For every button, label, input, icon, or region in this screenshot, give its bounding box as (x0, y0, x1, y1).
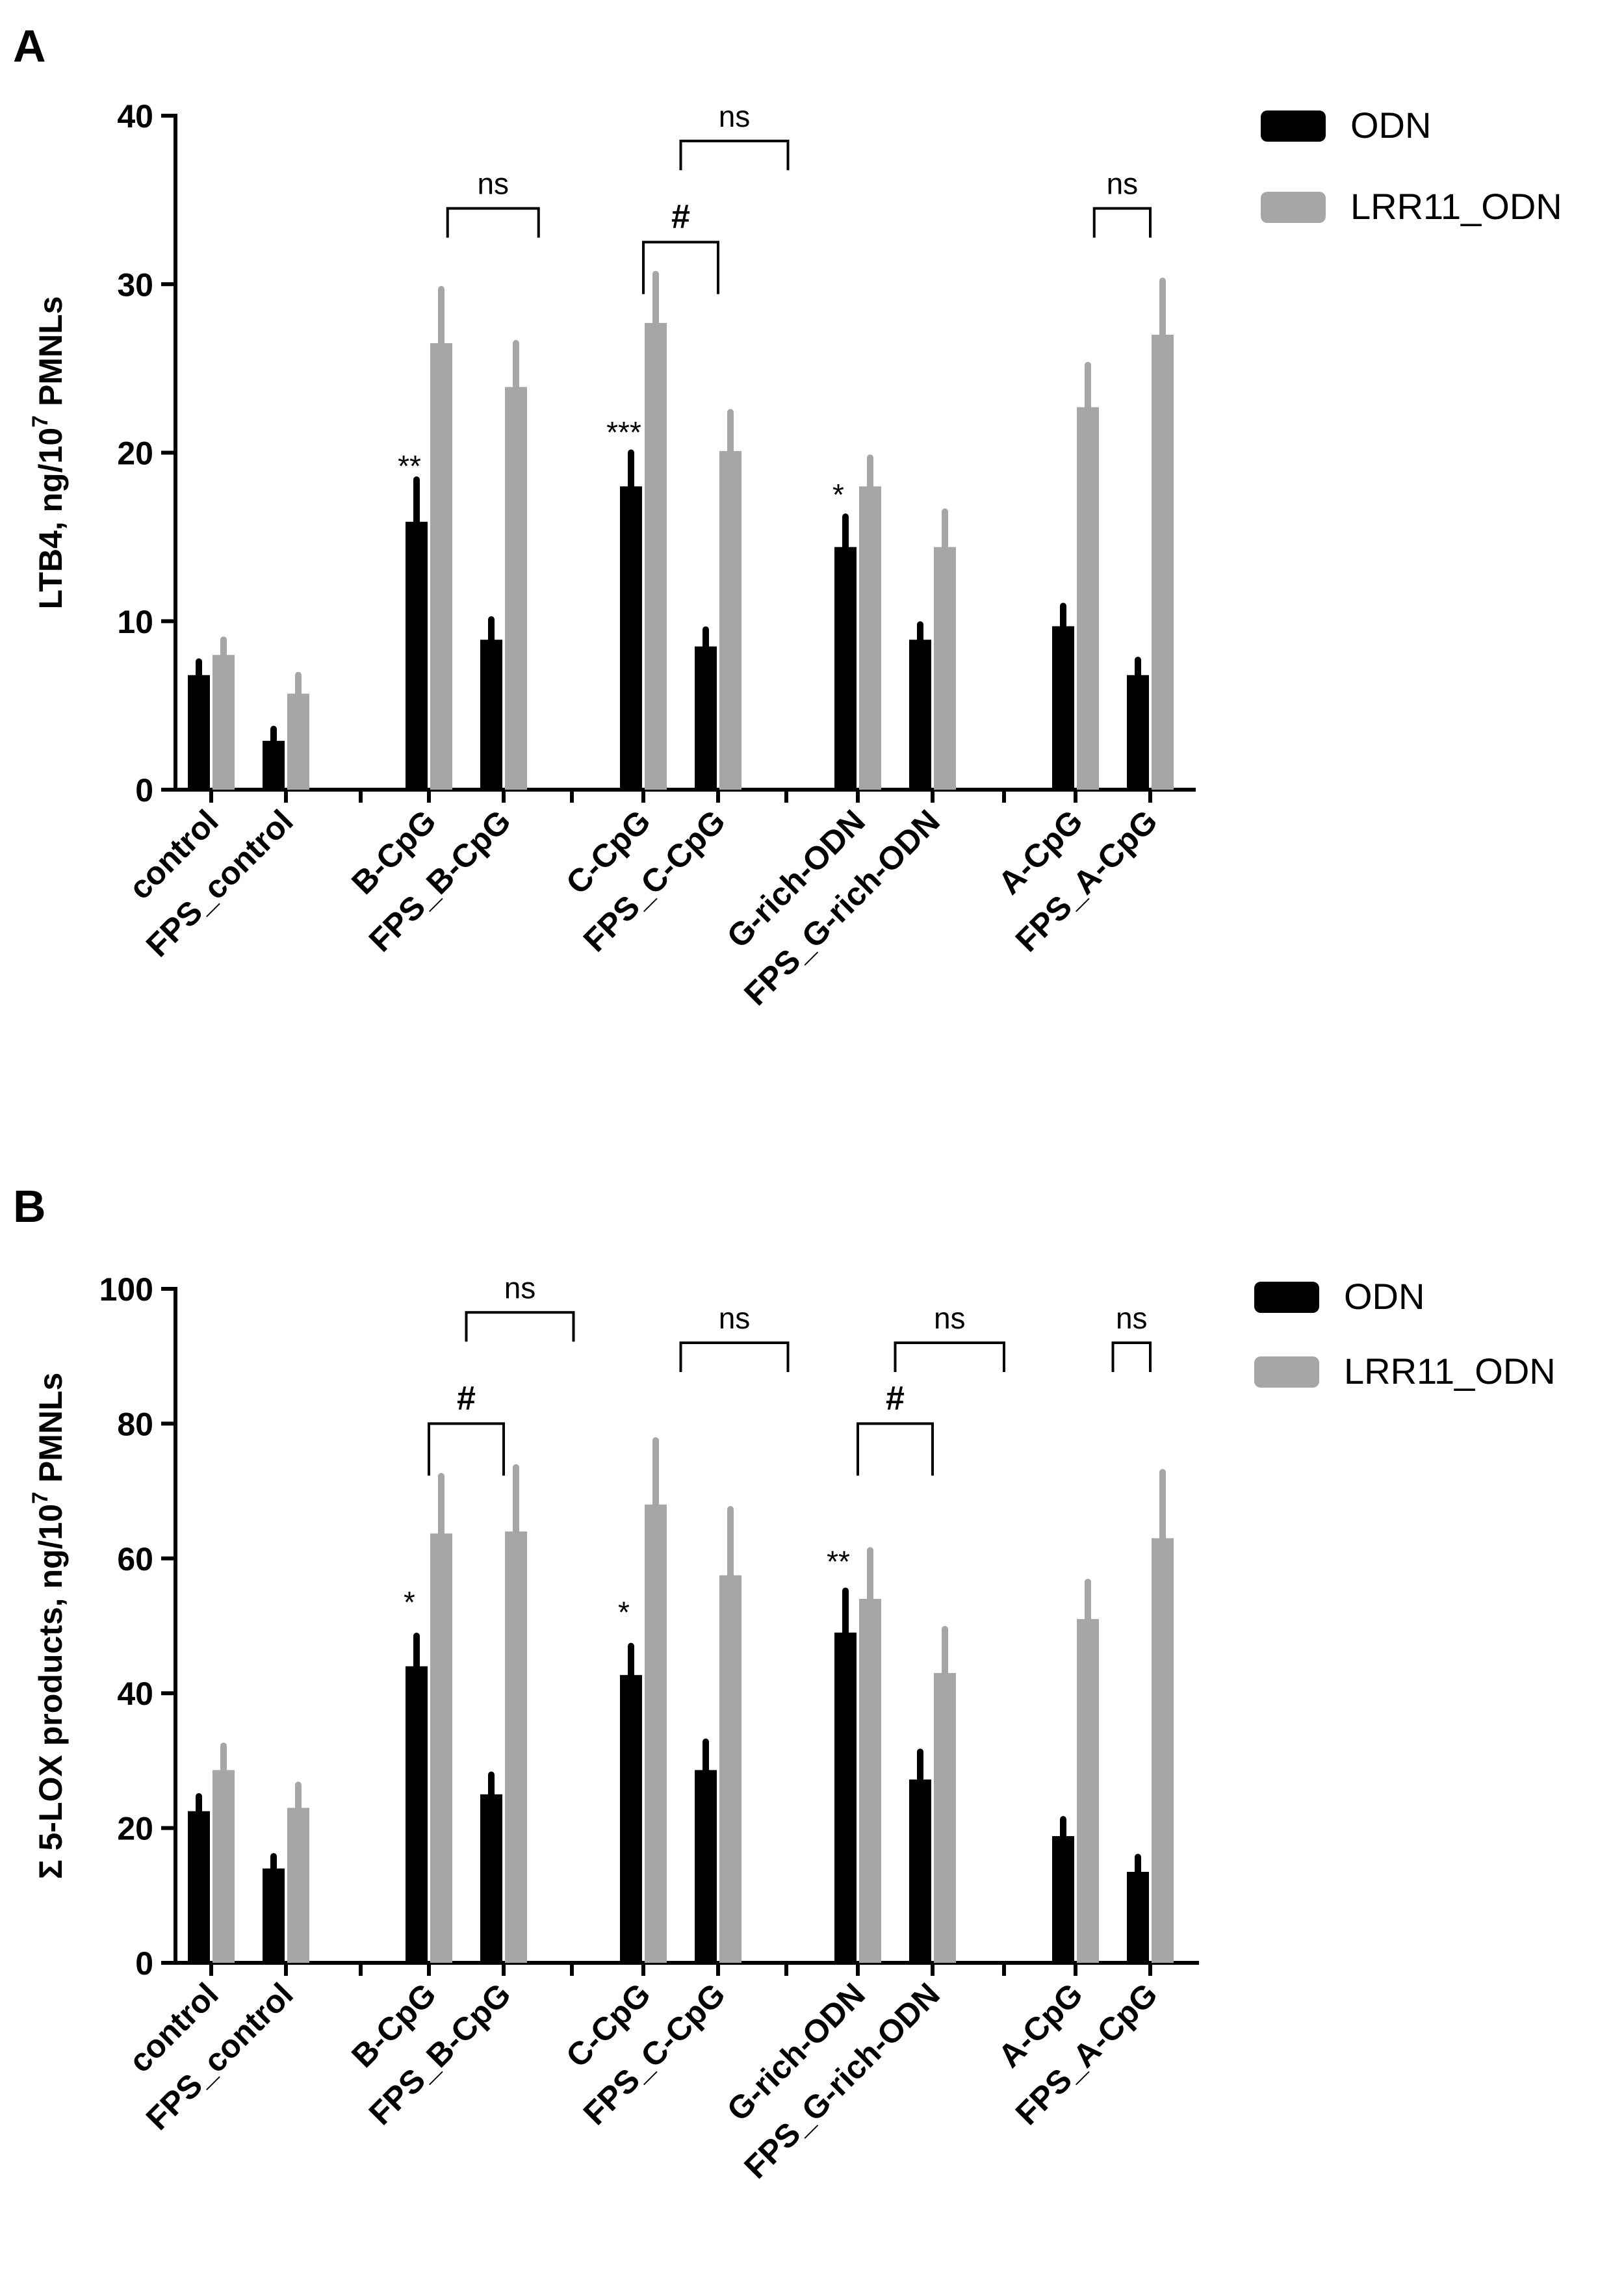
significance-annotation: * (832, 478, 844, 512)
bar-lrr11-odn-b-cpg (430, 343, 452, 790)
comparison-bracket (857, 1422, 934, 1476)
bar-odn-fps-c-cpg (695, 1770, 717, 1963)
legend-swatch-lrr11-odn (1254, 1356, 1319, 1388)
y-tick-label: 40 (117, 98, 153, 135)
bar-lrr11-odn-fps-a-cpg (1152, 335, 1174, 790)
legend-label-odn: ODN (1350, 105, 1431, 146)
y-tick-label: 20 (117, 435, 153, 472)
bar-odn-fps-a-cpg (1127, 675, 1149, 790)
significance-annotation: *** (606, 415, 641, 449)
comparison-bracket (642, 240, 719, 294)
comparison-bracket (465, 1311, 575, 1342)
y-axis-label: LTB4, ng/107 PMNLs (28, 296, 69, 610)
bar-lrr11-odn-c-cpg (645, 1504, 667, 1963)
comparison-label: ns (477, 167, 509, 201)
comparison-label: # (457, 1379, 476, 1417)
bar-odn-fps-b-cpg (480, 1794, 502, 1963)
bar-odn-g-rich-odn (834, 1632, 857, 1963)
legend-swatch-lrr11-odn (1261, 192, 1326, 223)
comparison-bracket (894, 1341, 1005, 1372)
legend-label-lrr11-odn: LRR11_ODN (1350, 186, 1562, 227)
legend-swatch-odn (1261, 110, 1326, 142)
bar-odn-fps-control (263, 1868, 285, 1963)
bar-lrr11-odn-a-cpg (1077, 1619, 1099, 1963)
bar-odn-c-cpg (620, 1675, 642, 1963)
legend-label-odn: ODN (1344, 1276, 1424, 1317)
bar-odn-g-rich-odn (834, 547, 857, 790)
y-axis-label: Σ 5-LOX products, ng/107 PMNLs (28, 1373, 69, 1880)
bar-lrr11-odn-control (213, 1770, 235, 1963)
significance-annotation: * (618, 1595, 630, 1629)
bar-odn-b-cpg (406, 1666, 428, 1963)
bar-odn-fps-control (263, 740, 285, 790)
panel-letter: B (13, 1181, 46, 1232)
y-tick-label: 30 (117, 266, 153, 303)
bar-lrr11-odn-fps-c-cpg (719, 450, 741, 790)
bar-odn-c-cpg (620, 486, 642, 790)
legend-label-lrr11-odn: LRR11_ODN (1344, 1351, 1556, 1392)
bar-odn-b-cpg (406, 521, 428, 790)
comparison-bracket (679, 139, 790, 170)
comparison-bracket (1111, 1341, 1152, 1372)
comparison-bracket (446, 207, 540, 238)
y-tick-label: 20 (117, 1811, 153, 1847)
y-tick-label: 0 (135, 1945, 153, 1982)
comparison-label: ns (719, 99, 751, 133)
comparison-label: ns (1116, 1301, 1148, 1335)
bar-lrr11-odn-fps-g-rich-odn (934, 547, 956, 790)
y-tick-label: 60 (117, 1541, 153, 1577)
bar-odn-fps-b-cpg (480, 640, 502, 790)
comparison-bracket (679, 1341, 790, 1372)
bar-lrr11-odn-fps-control (287, 693, 309, 790)
bar-odn-control (188, 1811, 210, 1963)
bar-odn-fps-a-cpg (1127, 1872, 1149, 1963)
bar-lrr11-odn-c-cpg (645, 322, 667, 790)
bar-lrr11-odn-fps-b-cpg (505, 1531, 527, 1963)
y-tick-label: 10 (117, 604, 153, 640)
bar-odn-fps-g-rich-odn (909, 640, 931, 790)
panel-b: B Σ 5-LOX products, ng/107 PMNLs 0 20 40 60 80… (13, 1181, 1556, 2186)
bar-odn-a-cpg (1052, 626, 1074, 790)
legend-swatch-odn (1254, 1282, 1319, 1313)
comparison-label: # (671, 198, 690, 235)
comparison-label: # (886, 1379, 905, 1417)
bar-odn-fps-g-rich-odn (909, 1779, 931, 1963)
bar-odn-a-cpg (1052, 1836, 1074, 1963)
bar-lrr11-odn-control (213, 654, 235, 790)
bar-lrr11-odn-b-cpg (430, 1533, 452, 1963)
bar-odn-fps-c-cpg (695, 646, 717, 790)
comparison-label: ns (504, 1271, 536, 1304)
y-tick-label: 100 (99, 1271, 153, 1308)
y-tick-label: 80 (117, 1406, 153, 1442)
bar-lrr11-odn-fps-c-cpg (719, 1575, 741, 1963)
comparison-bracket (1092, 207, 1152, 238)
bar-lrr11-odn-g-rich-odn (859, 1599, 881, 1963)
bar-lrr11-odn-fps-g-rich-odn (934, 1673, 956, 1963)
bar-lrr11-odn-fps-b-cpg (505, 387, 527, 790)
panel-letter: A (13, 21, 46, 71)
bar-lrr11-odn-fps-control (287, 1807, 309, 1963)
bar-lrr11-odn-a-cpg (1077, 407, 1099, 790)
bar-odn-control (188, 675, 210, 790)
comparison-label: ns (934, 1301, 966, 1335)
significance-annotation: ** (398, 449, 421, 483)
comparison-label: ns (719, 1301, 751, 1335)
y-tick-label: 40 (117, 1676, 153, 1712)
comparison-bracket (428, 1422, 505, 1476)
comparison-label: ns (1107, 167, 1139, 201)
bar-lrr11-odn-fps-a-cpg (1152, 1538, 1174, 1963)
significance-annotation: * (404, 1585, 415, 1619)
bar-lrr11-odn-g-rich-odn (859, 486, 881, 790)
y-tick-label: 0 (135, 772, 153, 809)
significance-annotation: ** (827, 1545, 850, 1579)
